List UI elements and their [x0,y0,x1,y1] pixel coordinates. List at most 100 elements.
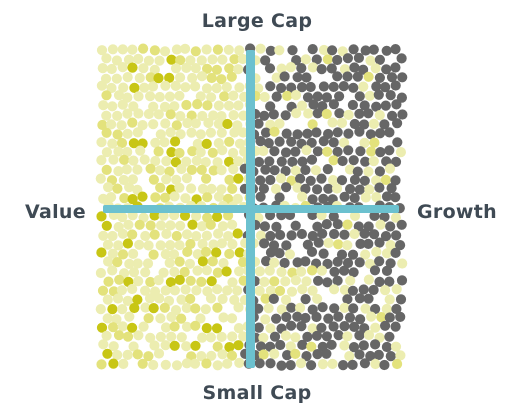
stock-dot [148,249,159,260]
stock-dot [122,146,133,158]
stock-dot [397,72,408,83]
stock-dot [164,257,175,268]
stock-dot [375,128,386,139]
stock-dot [170,157,181,168]
stock-dot [379,211,390,222]
stock-dot [219,91,230,102]
stock-dot [212,267,223,278]
stock-dot [253,156,265,168]
stock-dot [122,108,133,119]
stock-dot [117,62,128,73]
stock-dot [284,249,295,260]
stock-dot [255,43,266,54]
stock-dot [213,228,224,239]
stock-dot [360,45,371,56]
stock-dot [113,166,124,177]
stock-dot [380,100,391,111]
stock-dot [221,82,232,93]
stock-dot [148,303,159,314]
stock-dot [354,257,365,268]
stock-dot [186,110,197,121]
stock-dot [276,82,287,94]
stock-dot [323,237,334,249]
stock-dot [166,331,177,342]
stock-dot [96,137,107,148]
stock-dot [197,110,208,122]
stock-dot [184,258,195,269]
stock-dot [133,53,144,64]
stock-dot [175,111,186,122]
stock-dot [232,193,243,204]
stock-dot [353,52,364,64]
stock-dot [384,294,395,305]
stock-dot [368,156,379,167]
stock-dot [187,146,198,157]
stock-dot [187,72,198,84]
stock-dot [265,174,276,186]
stock-dot [338,81,349,92]
stock-dot [137,358,148,369]
stock-dot [348,44,359,55]
stock-dot [206,92,217,103]
stock-dot [96,359,107,370]
stock-dot [344,312,356,323]
stock-dot [200,246,212,257]
stock-dot [191,231,202,242]
stock-dot [174,90,185,101]
stock-dot [358,81,369,92]
stock-dot [311,330,323,341]
stock-dot [269,126,280,137]
stock-dot [279,257,290,269]
stock-dot [312,349,323,360]
stock-dot [381,191,393,202]
stock-dot [181,62,192,73]
stock-dot [132,164,143,175]
stock-dot [96,247,107,258]
stock-dot [368,284,379,296]
stock-dot [354,91,365,102]
stock-dot [253,322,264,333]
stock-dot [148,174,159,185]
stock-dot [227,219,238,230]
stock-dot [297,339,308,350]
stock-dot [265,81,276,92]
stock-dot [269,165,280,176]
stock-dot [301,276,312,287]
stock-dot [265,285,276,296]
stock-dot [191,285,202,296]
stock-dot [369,137,380,148]
stock-dot [153,146,164,157]
stock-dot [213,191,225,202]
stock-dot [331,183,343,194]
stock-dot [166,54,177,65]
horizontal-axis [103,205,399,213]
stock-dot [118,174,129,186]
stock-dot [348,155,359,166]
stock-dot [385,90,396,101]
stock-dot [101,164,112,175]
stock-dot [169,191,180,202]
stock-dot [160,80,171,91]
stock-dot [271,313,282,324]
stock-dot [395,240,406,251]
stock-dot [102,239,114,250]
stock-dot [160,192,171,203]
stock-dot [376,312,387,323]
stock-dot [260,314,271,325]
stock-dot [150,155,161,167]
stock-dot [306,246,318,257]
stock-dot [301,351,312,362]
stock-dot [182,117,193,129]
stock-dot [318,248,329,259]
stock-dot [316,322,327,333]
stock-dot [344,351,355,362]
stock-dot [170,136,181,147]
stock-dot [165,109,176,120]
stock-dot [255,175,266,186]
stock-dot [96,45,108,56]
stock-dot [96,211,107,222]
stock-dot [292,257,303,268]
stock-dot [127,194,138,205]
stock-dot [226,71,237,82]
stock-dot [345,183,356,195]
